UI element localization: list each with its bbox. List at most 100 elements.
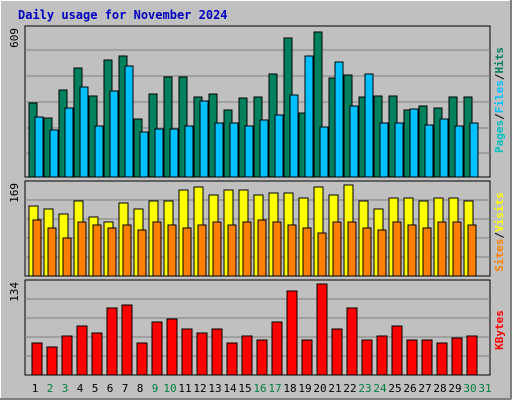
x-axis-labels: 1 2 3 4 5 6 7 8 9 10 11 12 13 14 15 16 17 18 19 20 21 22 23 24 2… [32, 382, 492, 395]
x-label-day-28: 28 [433, 382, 446, 395]
bar-files-day-18 [289, 94, 299, 178]
x-label-day-25: 25 [388, 382, 401, 395]
bar-files-day-5 [94, 125, 104, 178]
x-label-day-22: 22 [343, 382, 356, 395]
bar-files-day-29 [454, 125, 464, 178]
panel-visits-sites: 169 Sites/Visits [8, 180, 506, 277]
x-label-day-26: 26 [403, 382, 416, 395]
bar-sites-day-8 [137, 229, 147, 277]
bar-sites-day-17 [272, 221, 282, 277]
x-label-day-5: 5 [92, 382, 99, 395]
y-max-label: 134 [8, 282, 21, 302]
legend-entry-files: Files [493, 80, 506, 113]
bar-files-day-3 [64, 107, 74, 178]
bar-files-day-30 [469, 122, 479, 178]
bar-kbytes-day-22 [346, 307, 358, 376]
bar-sites-day-26 [407, 224, 417, 277]
x-label-day-21: 21 [328, 382, 341, 395]
x-label-day-27: 27 [418, 382, 431, 395]
legend-hits-files-pages: Pages/Files/Hits [493, 47, 506, 153]
bar-files-day-26 [409, 108, 419, 178]
bar-kbytes-day-3 [61, 335, 73, 376]
bar-files-day-28 [439, 118, 449, 178]
panel-kbytes: 134 KBytes [8, 279, 506, 376]
bar-files-day-27 [424, 124, 434, 178]
legend-separator: / [493, 232, 506, 239]
x-label-day-19: 19 [298, 382, 311, 395]
legend-entry-hits: Hits [493, 47, 506, 74]
bar-files-day-13 [214, 122, 224, 178]
bar-kbytes-day-13 [211, 328, 223, 376]
bar-sites-day-30 [467, 224, 477, 277]
bar-sites-day-16 [257, 219, 267, 277]
bar-sites-day-9 [152, 221, 162, 277]
chart-title: Daily usage for November 2024 [18, 8, 228, 22]
legend-entry-visits: Visits [493, 192, 506, 232]
bar-hits-day-10 [163, 76, 173, 178]
legend-entry-pages: Pages [493, 120, 506, 153]
bar-files-day-22 [349, 105, 359, 178]
bar-sites-day-18 [287, 224, 297, 277]
bar-sites-day-27 [422, 227, 432, 277]
bar-sites-day-22 [347, 221, 357, 277]
legend-entry-sites: Sites [493, 239, 506, 272]
x-label-day-17: 17 [268, 382, 281, 395]
bar-kbytes-day-12 [196, 332, 208, 376]
x-label-day-23: 23 [358, 382, 371, 395]
x-label-day-30: 30 [463, 382, 476, 395]
bar-files-day-19 [304, 55, 314, 178]
x-label-day-6: 6 [107, 382, 114, 395]
x-label-day-11: 11 [178, 382, 191, 395]
x-label-day-31: 31 [478, 382, 491, 395]
bar-kbytes-day-17 [271, 321, 283, 376]
bar-files-day-6 [109, 90, 119, 178]
bar-sites-day-20 [317, 232, 327, 277]
x-label-day-15: 15 [238, 382, 251, 395]
bar-kbytes-day-24 [376, 335, 388, 376]
bar-sites-day-6 [107, 227, 117, 277]
bar-files-day-4 [79, 86, 89, 178]
bar-files-day-10 [169, 128, 179, 178]
bar-files-day-17 [274, 114, 284, 178]
bar-hits-day-20 [313, 31, 323, 178]
bar-kbytes-day-30 [466, 335, 478, 376]
bar-sites-day-10 [167, 224, 177, 277]
x-label-day-8: 8 [137, 382, 144, 395]
bar-sites-day-21 [332, 221, 342, 277]
x-label-day-14: 14 [223, 382, 237, 395]
bar-files-day-23 [364, 73, 374, 178]
bar-sites-day-4 [77, 221, 87, 277]
legend-visits-sites: Sites/Visits [493, 192, 506, 272]
bar-files-day-11 [184, 125, 194, 178]
bar-kbytes-day-18 [286, 290, 298, 376]
bar-kbytes-day-4 [76, 325, 88, 376]
bar-kbytes-day-28 [436, 342, 448, 376]
y-max-label: 169 [8, 183, 21, 203]
x-label-day-4: 4 [77, 382, 84, 395]
bar-sites-day-1 [32, 219, 42, 277]
x-label-day-18: 18 [283, 382, 296, 395]
bar-kbytes-day-14 [226, 342, 238, 376]
bar-sites-day-23 [362, 227, 372, 277]
y-max-label: 609 [8, 28, 21, 48]
x-label-day-16: 16 [253, 382, 266, 395]
legend-entry-kbytes: KBytes [493, 310, 506, 350]
bar-sites-day-12 [197, 224, 207, 277]
x-label-day-10: 10 [163, 382, 176, 395]
bar-kbytes-day-19 [301, 339, 313, 376]
bar-sites-day-7 [122, 224, 132, 277]
bar-kbytes-day-2 [46, 346, 58, 376]
x-label-day-24: 24 [373, 382, 387, 395]
x-label-day-9: 9 [152, 382, 159, 395]
bar-sites-day-19 [302, 227, 312, 277]
bar-kbytes-day-5 [91, 332, 103, 376]
bar-kbytes-day-15 [241, 335, 253, 376]
bar-files-day-9 [154, 128, 164, 178]
bar-sites-day-11 [182, 227, 192, 277]
legend-separator: / [493, 113, 506, 120]
bar-sites-day-28 [437, 221, 447, 277]
x-label-day-2: 2 [47, 382, 54, 395]
chart-panels: 609Pages/Files/Hits169Sites/Visits134KBy… [8, 25, 506, 376]
bar-files-day-8 [139, 131, 149, 178]
